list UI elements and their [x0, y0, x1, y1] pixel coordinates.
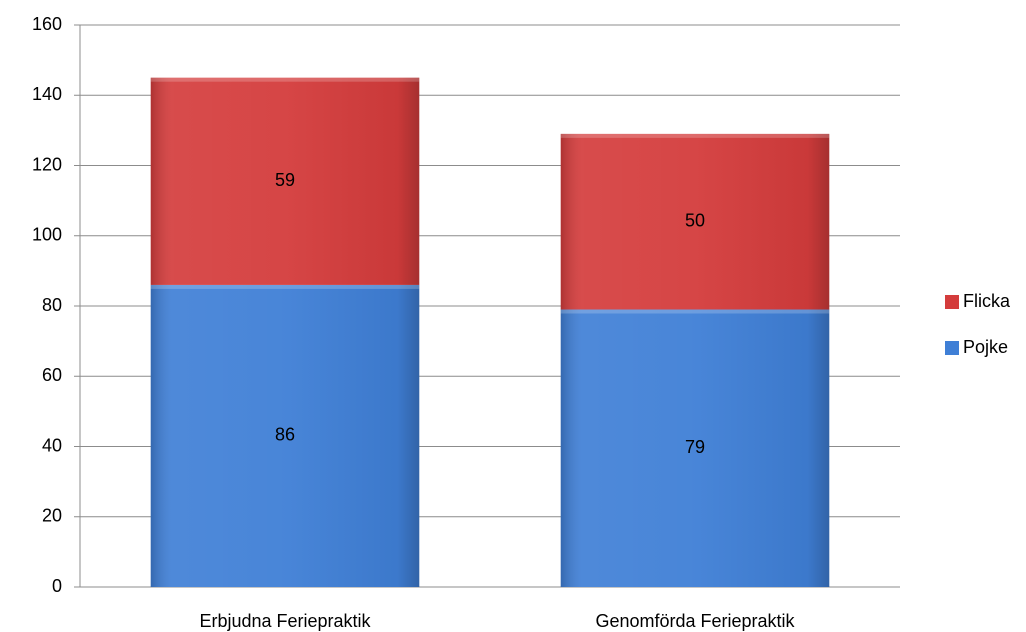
legend-swatch: [945, 341, 959, 355]
data-label: 79: [685, 437, 705, 457]
y-tick-label: 40: [42, 435, 62, 455]
bar-shade: [560, 309, 830, 587]
y-tick-label: 120: [32, 154, 62, 174]
bar-top-bevel: [150, 284, 420, 289]
y-tick-label: 100: [32, 225, 62, 245]
y-tick-label: 140: [32, 84, 62, 104]
x-tick-label: Genomförda Feriepraktik: [595, 611, 795, 631]
bar-top-bevel: [560, 309, 830, 314]
data-label: 86: [275, 425, 295, 445]
bar-shade: [150, 284, 420, 587]
data-label: 50: [685, 210, 705, 230]
legend-swatch: [945, 295, 959, 309]
y-tick-label: 20: [42, 506, 62, 526]
y-tick-label: 60: [42, 365, 62, 385]
x-tick-label: Erbjudna Feriepraktik: [199, 611, 371, 631]
bar-shade: [560, 133, 830, 310]
bar-top-bevel: [560, 133, 830, 138]
legend-label: Pojke: [963, 337, 1008, 357]
bar-top-bevel: [150, 77, 420, 82]
bar-shade: [150, 77, 420, 285]
y-tick-label: 160: [32, 14, 62, 34]
legend-label: Flicka: [963, 291, 1011, 311]
data-label: 59: [275, 170, 295, 190]
y-tick-label: 80: [42, 295, 62, 315]
y-tick-label: 0: [52, 576, 62, 596]
